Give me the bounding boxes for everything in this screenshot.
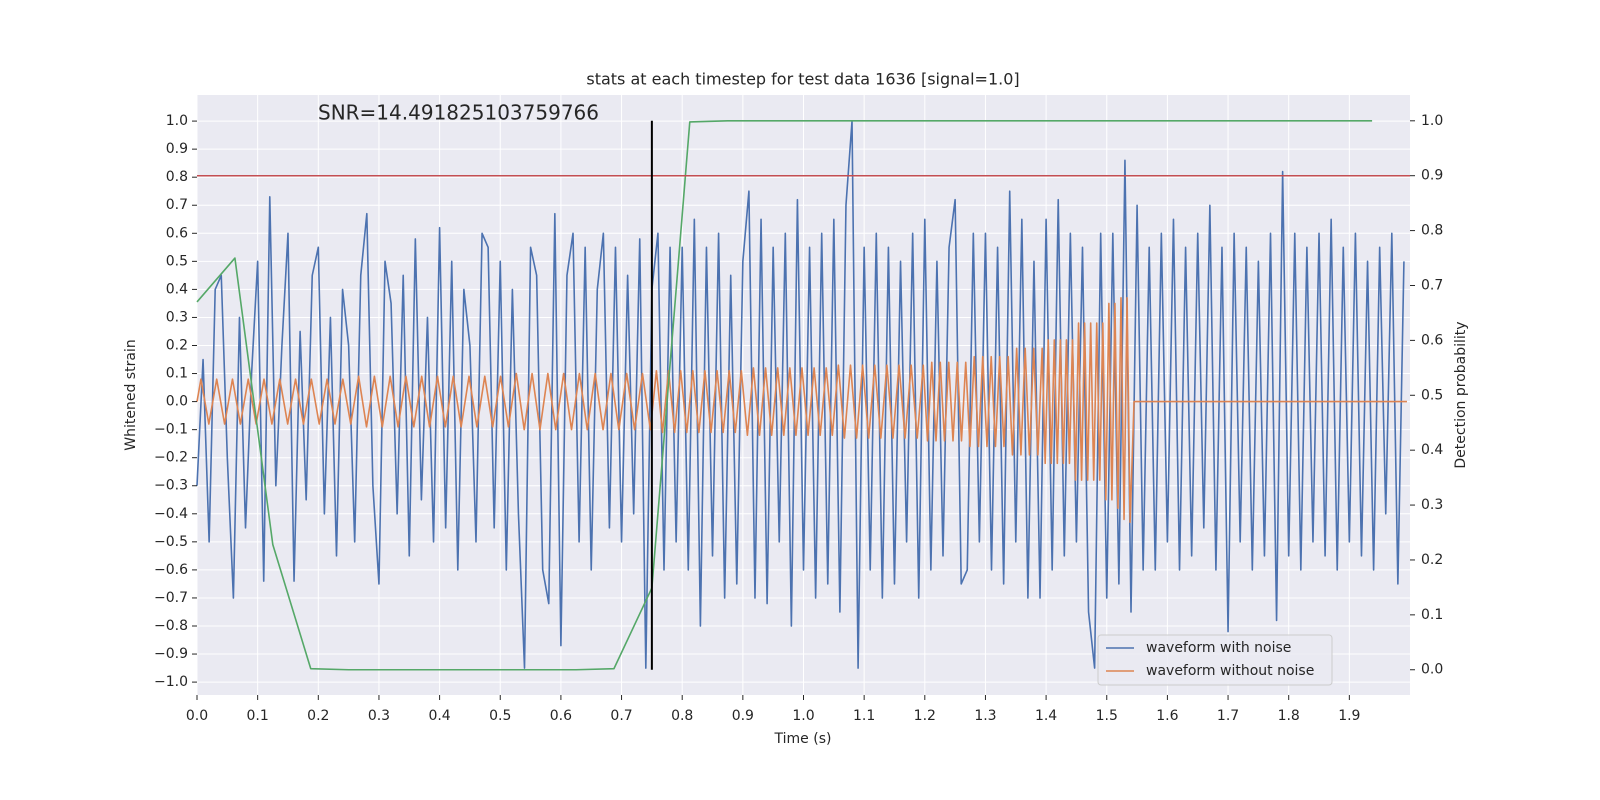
legend-label: waveform with noise <box>1146 640 1291 656</box>
x-tick-label: 1.6 <box>1156 708 1178 724</box>
x-tick-label: 1.5 <box>1096 708 1118 724</box>
y2-tick-label: 0.9 <box>1421 168 1443 184</box>
y-tick-label: 1.0 <box>166 113 188 129</box>
x-tick-label: 1.8 <box>1278 708 1300 724</box>
x-axis-label: Time (s) <box>774 731 832 747</box>
y-tick-label: 0.8 <box>166 169 188 185</box>
y-tick-label: −0.3 <box>154 478 188 494</box>
y-tick-label: 0.1 <box>166 366 188 382</box>
y-tick-label: −0.5 <box>154 534 188 550</box>
x-tick-label: 1.2 <box>914 708 936 724</box>
x-tick-label: 0.1 <box>247 708 269 724</box>
y2-tick-label: 1.0 <box>1421 113 1443 129</box>
y-tick-label: 0.5 <box>166 253 188 269</box>
y-tick-label: −0.2 <box>154 450 188 466</box>
y-tick-label: 0.0 <box>166 394 188 410</box>
y-tick-label: −0.4 <box>154 506 188 522</box>
legend-label: waveform without noise <box>1146 663 1314 679</box>
y-tick-label: −0.8 <box>154 618 188 634</box>
y-tick-label: −0.1 <box>154 422 188 438</box>
chart-title: stats at each timestep for test data 163… <box>586 70 1019 89</box>
y2-tick-label: 0.6 <box>1421 332 1443 348</box>
series-line <box>196 120 1373 671</box>
y-tick-label: 0.6 <box>166 225 188 241</box>
y-tick-label: 0.9 <box>166 141 188 157</box>
series-line <box>196 297 1407 524</box>
y2-tick-label: 0.0 <box>1421 662 1443 678</box>
legend-box <box>1097 634 1333 686</box>
x-tick-label: 0.8 <box>671 708 693 724</box>
y2-tick-label: 0.5 <box>1421 387 1443 403</box>
y2-tick-label: 0.7 <box>1421 277 1443 293</box>
x-tick-label: 0.0 <box>186 708 208 724</box>
x-tick-label: 1.9 <box>1338 708 1360 724</box>
y-axis-label: Whitened strain <box>123 339 139 450</box>
y2-axis-label: Detection probability <box>1453 321 1469 468</box>
y-tick-label: −0.7 <box>154 590 188 606</box>
y-tick-label: 0.2 <box>166 337 188 353</box>
y2-tick-label: 0.3 <box>1421 497 1443 513</box>
y2-tick-label: 0.1 <box>1421 607 1443 623</box>
x-tick-label: 1.3 <box>974 708 996 724</box>
y-tick-label: −0.9 <box>154 646 188 662</box>
y2-tick-label: 0.4 <box>1421 442 1443 458</box>
y-tick-label: 0.3 <box>166 309 188 325</box>
annotation: SNR=14.491825103759766 <box>318 101 599 125</box>
y-tick-label: 0.4 <box>166 281 188 297</box>
x-tick-label: 1.0 <box>792 708 814 724</box>
x-tick-label: 0.5 <box>489 708 511 724</box>
y-tick-label: −1.0 <box>154 674 188 690</box>
y-tick-label: 0.7 <box>166 197 188 213</box>
x-tick-label: 0.4 <box>428 708 450 724</box>
y2-tick-label: 0.8 <box>1421 223 1443 239</box>
x-tick-label: 0.7 <box>610 708 632 724</box>
y-tick-label: −0.6 <box>154 562 188 578</box>
x-tick-label: 1.7 <box>1217 708 1239 724</box>
x-tick-label: 1.4 <box>1035 708 1057 724</box>
legend: waveform with noise waveform without nois… <box>1097 634 1333 686</box>
x-tick-label: 0.3 <box>368 708 390 724</box>
x-tick-label: 0.9 <box>732 708 754 724</box>
marks <box>196 120 1410 671</box>
axes: 0.0 0.1 0.2 0.3 0.4 0.5 0.6 0.7 0.8 0.9 1.0 1.1 1.2 1… <box>154 113 1443 724</box>
x-tick-label: 0.2 <box>307 708 329 724</box>
x-tick-label: 0.6 <box>550 708 572 724</box>
x-tick-label: 1.1 <box>853 708 875 724</box>
y2-tick-label: 0.2 <box>1421 552 1443 568</box>
